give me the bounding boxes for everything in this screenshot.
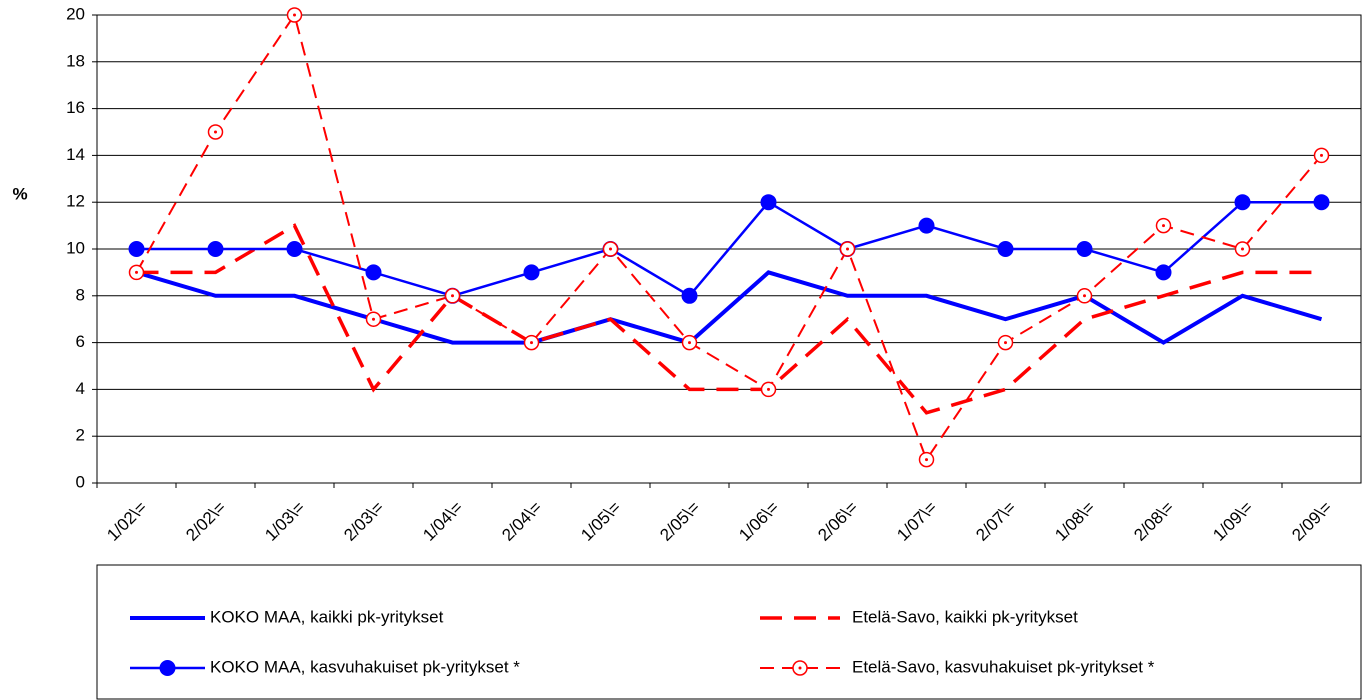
x-tick-label: 2/04\= [498, 498, 545, 545]
legend-label: Etelä-Savo, kaikki pk-yritykset [852, 607, 1078, 626]
x-tick-label: 2/09\= [1288, 498, 1335, 545]
x-tick-label: 1/08\= [1051, 498, 1098, 545]
point [997, 241, 1014, 257]
y-axis-label: % [12, 184, 27, 203]
legend-label: KOKO MAA, kaikki pk-yritykset [210, 607, 444, 626]
point [1076, 241, 1093, 257]
y-tick-label: 8 [76, 285, 85, 304]
x-tick-label: 2/07\= [972, 498, 1019, 545]
point-dot [214, 130, 217, 134]
legend-label: Etelä-Savo, kasvuhakuiset pk-yritykset * [852, 657, 1155, 676]
x-tick-label: 1/05\= [577, 498, 624, 545]
y-tick-label: 2 [76, 426, 85, 445]
x-tick-label: 1/04\= [419, 498, 466, 545]
point [159, 660, 176, 676]
point-dot [135, 270, 138, 274]
point [1155, 264, 1172, 281]
point-dot [688, 341, 691, 345]
point-dot [293, 13, 296, 17]
x-tick-label: 2/03\= [340, 498, 387, 545]
point-dot [767, 387, 770, 391]
point-dot [609, 247, 612, 251]
x-tick-label: 1/03\= [261, 498, 308, 545]
x-tick-label: 1/09\= [1209, 498, 1256, 545]
y-tick-label: 0 [76, 472, 85, 491]
point [365, 264, 382, 281]
point-dot [1004, 341, 1007, 345]
point [207, 241, 224, 257]
x-tick-label: 2/05\= [656, 498, 703, 545]
y-tick-label: 14 [66, 145, 85, 164]
x-tick-label: 1/07\= [893, 498, 940, 545]
point [523, 264, 540, 281]
series-line [135, 12, 1323, 462]
x-tick-label: 1/06\= [735, 498, 782, 545]
legend [96, 564, 1362, 700]
y-tick-label: 16 [66, 98, 85, 117]
point-dot [1241, 247, 1244, 251]
y-tick-label: 10 [66, 238, 85, 257]
x-tick-label: 2/08\= [1130, 498, 1177, 545]
point-dot [798, 666, 802, 670]
point [1313, 194, 1330, 211]
y-tick-label: 20 [66, 4, 85, 23]
series-line [136, 200, 1322, 298]
point-dot [372, 317, 375, 321]
series-line [136, 223, 1322, 415]
y-tick-label: 12 [66, 192, 85, 211]
y-tick-label: 4 [76, 379, 85, 398]
point-dot [530, 341, 533, 345]
x-tick-label: 2/06\= [814, 498, 861, 545]
point [1234, 194, 1251, 211]
point [918, 217, 935, 234]
series-line [135, 270, 1323, 345]
x-tick-label: 1/02\= [103, 498, 150, 545]
y-tick-label: 18 [66, 51, 85, 70]
x-tick-label: 2/02\= [182, 498, 229, 545]
point-dot [1320, 153, 1323, 157]
point-dot [846, 247, 849, 251]
y-tick-label: 6 [76, 332, 85, 351]
legend-label: KOKO MAA, kasvuhakuiset pk-yritykset * [210, 657, 520, 676]
point-dot [1083, 294, 1086, 298]
point [681, 287, 698, 304]
point-dot [1162, 224, 1165, 228]
point-dot [925, 458, 928, 462]
point-dot [451, 294, 454, 298]
point [760, 194, 777, 211]
point [128, 241, 145, 257]
point [286, 241, 303, 257]
